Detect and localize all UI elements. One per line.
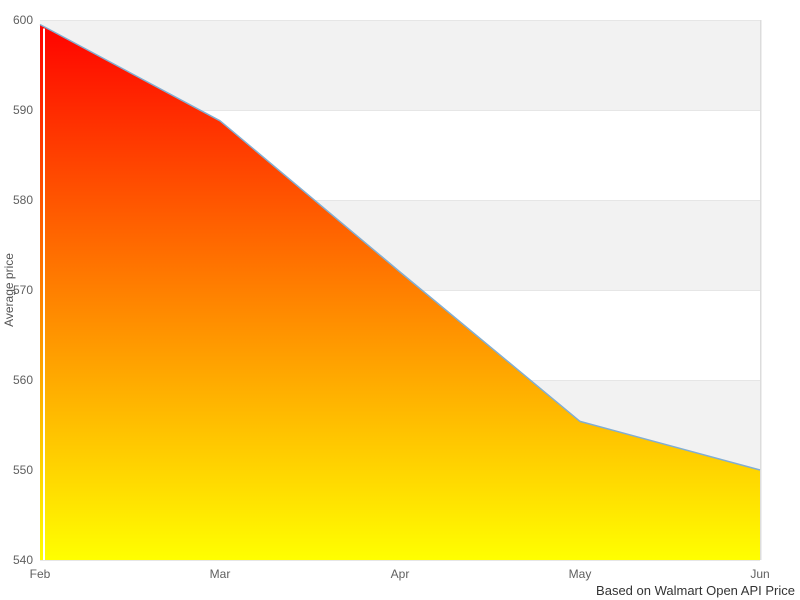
x-tick-label: Mar <box>210 567 231 581</box>
x-tick-label: May <box>569 567 592 581</box>
left-edge-gap <box>43 28 45 560</box>
y-tick-label: 570 <box>13 283 33 297</box>
y-tick-label: 550 <box>13 463 33 477</box>
y-tick-label: 590 <box>13 103 33 117</box>
area-series <box>40 24 760 560</box>
y-tick-label: 560 <box>13 373 33 387</box>
y-axis-title: Average price <box>2 253 16 327</box>
x-tick-label: Jun <box>750 567 769 581</box>
y-tick-label: 600 <box>13 13 33 27</box>
chart-caption: Based on Walmart Open API Price <box>596 583 795 598</box>
y-tick-label: 580 <box>13 193 33 207</box>
series-line <box>39 23 761 471</box>
x-tick-label: Feb <box>30 567 51 581</box>
x-tick-label: Apr <box>391 567 410 581</box>
y-tick-label: 540 <box>13 553 33 567</box>
